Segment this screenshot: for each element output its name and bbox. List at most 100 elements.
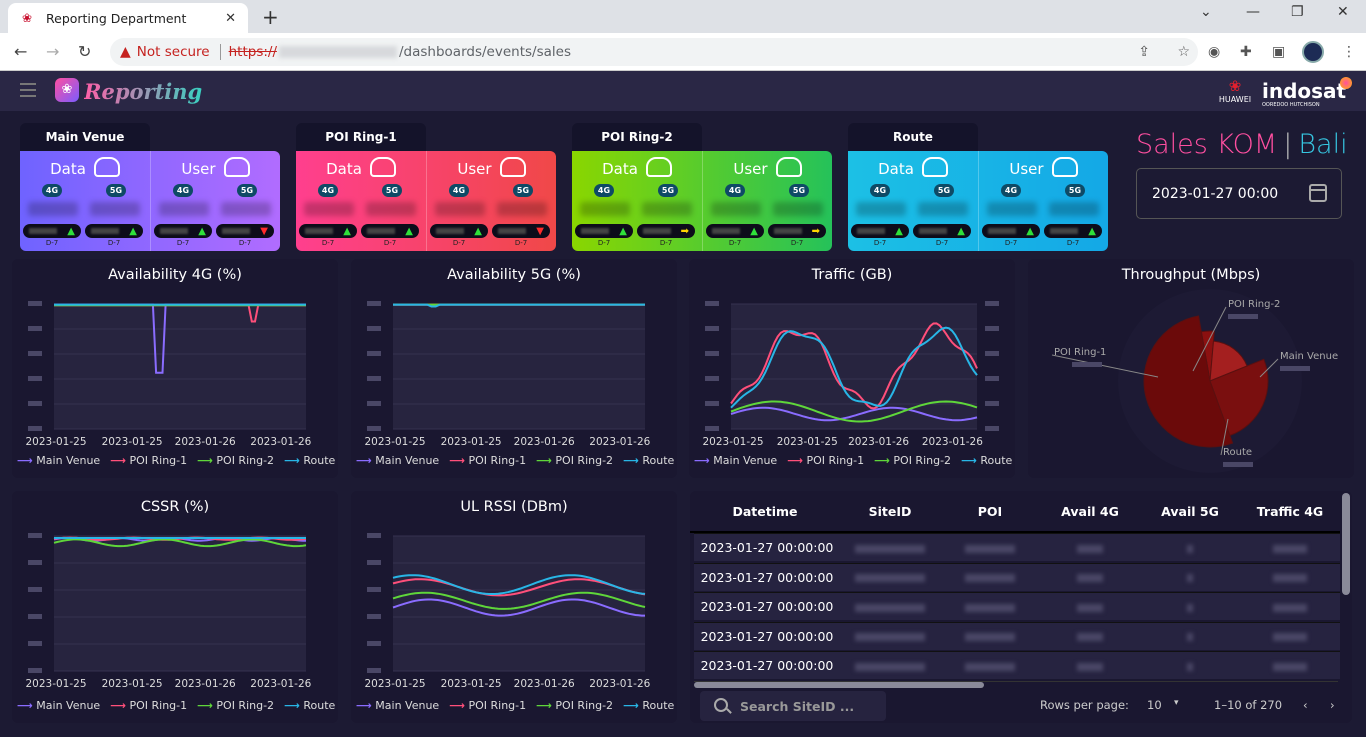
calendar-icon[interactable] xyxy=(1309,184,1327,202)
search-siteid-input[interactable]: Search SiteID ... xyxy=(700,691,886,721)
legend-item[interactable]: ⟶ POI Ring-2 xyxy=(197,454,275,467)
y-tick-label-blurred xyxy=(705,376,719,381)
legend-item[interactable]: ⟶ POI Ring-1 xyxy=(449,699,527,712)
x-tick-label: 2023-01-26 xyxy=(514,436,575,448)
trend-same-icon: ➡ xyxy=(680,225,689,237)
column-header[interactable]: Traffic 4G xyxy=(1256,504,1324,519)
legend-item[interactable]: ⟶ Main Venue xyxy=(356,454,440,467)
more-menu-icon[interactable]: ⋮ xyxy=(1342,44,1356,60)
poi-user-section: User 4G ▲ D-7 5G ▼ D-7 xyxy=(150,151,280,251)
horizontal-scrollbar[interactable] xyxy=(694,681,1338,688)
camera-icon[interactable]: ◉ xyxy=(1208,44,1221,60)
column-header[interactable]: Avail 4G xyxy=(1061,504,1119,519)
legend-item[interactable]: ⟶ POI Ring-1 xyxy=(110,454,188,467)
pie-label: Main Venue xyxy=(1280,351,1338,362)
legend-item[interactable]: ⟶ Main Venue xyxy=(694,454,778,467)
network-badge: 4G xyxy=(318,184,338,197)
poi-card-tab[interactable]: POI Ring-1 xyxy=(296,123,426,151)
legend-item[interactable]: ⟶ POI Ring-2 xyxy=(874,454,952,467)
trend-chip: ▲ xyxy=(299,224,357,238)
reload-icon[interactable]: ↻ xyxy=(78,42,92,61)
chart-title: Traffic (GB) xyxy=(811,267,893,283)
rows-per-page-select[interactable]: 10 xyxy=(1147,698,1162,712)
legend-item[interactable]: ⟶ Main Venue xyxy=(356,699,440,712)
poi-card-tab[interactable]: Route xyxy=(848,123,978,151)
poi-card-tab[interactable]: Main Venue xyxy=(20,123,150,151)
users-icon xyxy=(223,157,250,177)
huawei-logo: ❀ HUAWEI xyxy=(1218,77,1252,104)
trend-up-icon: ▲ xyxy=(957,225,965,237)
legend-item[interactable]: ⟶ POI Ring-2 xyxy=(197,699,275,712)
next-page-icon[interactable]: › xyxy=(1330,698,1335,712)
prev-page-icon[interactable]: ‹ xyxy=(1303,698,1308,712)
x-tick-label: 2023-01-25 xyxy=(702,436,763,448)
table-row[interactable]: 2023-01-27 00:00:00 xyxy=(694,592,1340,620)
column-header[interactable]: POI xyxy=(977,504,1003,519)
legend-item[interactable]: ⟶ Route xyxy=(961,454,1013,467)
hamburger-menu-icon[interactable] xyxy=(20,83,36,97)
side-panel-icon[interactable]: ▣ xyxy=(1272,44,1286,60)
close-tab-icon[interactable]: ✕ xyxy=(225,10,236,26)
table-row[interactable]: 2023-01-27 00:00:00 xyxy=(694,562,1340,591)
y-tick-label-blurred xyxy=(28,533,42,538)
profile-avatar[interactable] xyxy=(1302,41,1324,63)
poi-card-main-venue: Main Venue Data 4G ▲ D-7 5G ▲ D-7 User 4G ▲ D-7 5G ▼ D… xyxy=(20,123,280,251)
y-tick-label-blurred xyxy=(367,301,381,306)
series-line-poi-ring-1 xyxy=(730,322,978,410)
poi-user-section: User 4G ▲ D-7 5G ▼ D-7 xyxy=(426,151,556,251)
not-secure-label[interactable]: Not secure xyxy=(136,44,210,60)
url-field[interactable]: ▲ Not secure https:// /dashboards/events… xyxy=(110,38,1198,66)
blurred-value xyxy=(435,202,485,216)
restore-icon[interactable]: ❐ xyxy=(1291,4,1304,20)
cell-datetime: 2023-01-27 00:00:00 xyxy=(700,658,834,673)
comparison-label: D-7 xyxy=(452,239,466,247)
legend-item[interactable]: ⟶ Main Venue xyxy=(17,454,101,467)
share-icon[interactable]: ⇪ xyxy=(1138,44,1150,60)
extensions-icon[interactable]: ✚ xyxy=(1240,44,1252,60)
y-tick-label-blurred xyxy=(28,401,42,406)
cloud-download-icon xyxy=(921,157,948,177)
comparison-label: D-7 xyxy=(383,239,397,247)
close-window-icon[interactable]: ✕ xyxy=(1337,4,1349,20)
vertical-scrollbar[interactable] xyxy=(1342,493,1350,595)
trend-chip: ▲ xyxy=(1044,224,1102,238)
legend-item[interactable]: ⟶ Route xyxy=(623,454,675,467)
blurred-value xyxy=(856,202,906,216)
legend-item[interactable]: ⟶ Main Venue xyxy=(17,699,101,712)
table-row[interactable]: 2023-01-27 00:00:00 xyxy=(694,651,1340,679)
legend-item[interactable]: ⟶ POI Ring-1 xyxy=(787,454,865,467)
legend-item[interactable]: ⟶ POI Ring-1 xyxy=(110,699,188,712)
blurred-value xyxy=(773,202,823,216)
chevron-down-icon[interactable]: ⌄ xyxy=(1200,4,1212,20)
new-tab-icon[interactable]: + xyxy=(262,5,279,29)
legend-item[interactable]: ⟶ Route xyxy=(284,454,336,467)
column-header[interactable]: Datetime xyxy=(732,504,798,519)
blurred-value xyxy=(642,202,692,216)
legend-item[interactable]: ⟶ POI Ring-2 xyxy=(536,454,614,467)
reporting-logo-icon: ❀ xyxy=(55,78,79,102)
trend-chip: ▼ xyxy=(216,224,274,238)
table-row[interactable]: 2023-01-27 00:00:00 xyxy=(694,621,1340,650)
table-row[interactable]: 2023-01-27 00:00:00 xyxy=(694,533,1340,561)
browser-tab[interactable]: ❀ Reporting Department ✕ xyxy=(8,3,248,33)
cloud-download-icon xyxy=(645,157,672,177)
legend-item[interactable]: ⟶ POI Ring-2 xyxy=(536,699,614,712)
column-header[interactable]: Avail 5G xyxy=(1161,504,1219,519)
bookmark-star-icon[interactable]: ☆ xyxy=(1177,44,1190,60)
chart-title: Availability 4G (%) xyxy=(108,267,242,283)
back-icon[interactable]: ← xyxy=(14,42,28,61)
chart-cssr: CSSR (%) 2023-01-25 2023-01-25 2023-01-26 2… xyxy=(12,491,338,723)
legend-item[interactable]: ⟶ Route xyxy=(623,699,675,712)
legend-item[interactable]: ⟶ POI Ring-1 xyxy=(449,454,527,467)
column-header[interactable]: SiteID xyxy=(868,504,912,519)
minimize-icon[interactable]: — xyxy=(1246,4,1260,20)
address-bar-row: ← → ↻ ▲ Not secure https:// /dashboards/… xyxy=(0,33,1366,71)
date-picker-input[interactable]: 2023-01-27 00:00 xyxy=(1136,168,1342,219)
network-badge: 5G xyxy=(934,184,954,197)
legend-item[interactable]: ⟶ Route xyxy=(284,699,336,712)
chevron-down-icon[interactable]: ▾ xyxy=(1174,698,1179,708)
y-tick-label-blurred xyxy=(367,668,381,673)
forward-icon[interactable]: → xyxy=(46,42,60,61)
poi-data-label: Data xyxy=(20,157,150,178)
poi-card-tab[interactable]: POI Ring-2 xyxy=(572,123,702,151)
